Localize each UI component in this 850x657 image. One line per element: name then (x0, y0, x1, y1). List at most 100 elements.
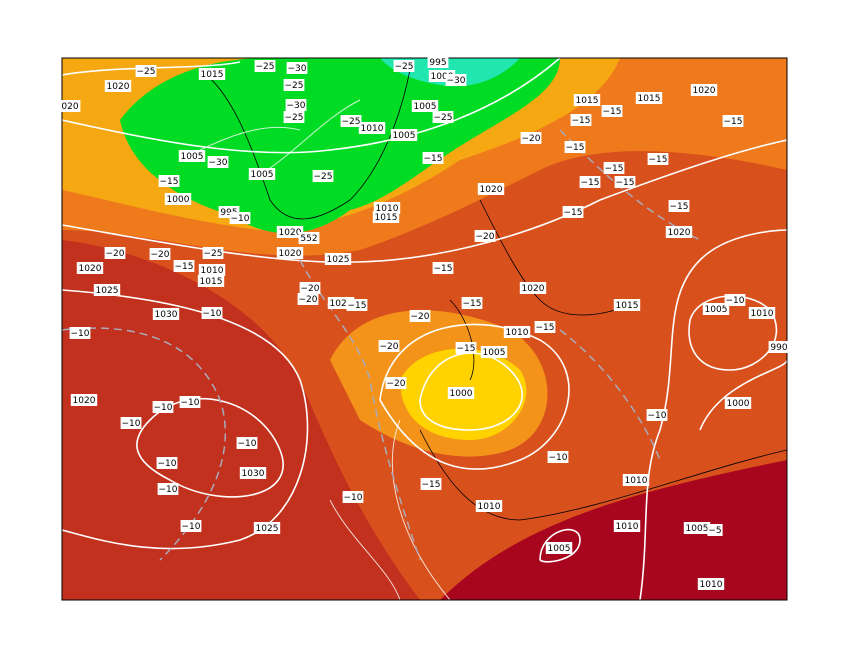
temperature-label-box (562, 206, 584, 218)
temperature-label: −30 (287, 101, 306, 111)
pressure-label: 990 (770, 343, 787, 353)
temperature-label-box (603, 162, 625, 174)
temperature-label: −15 (160, 177, 179, 187)
temperature-label-box (570, 114, 592, 126)
temperature-label: −25 (285, 81, 304, 91)
temperature-label: −20 (301, 284, 320, 294)
pressure-label-box (197, 275, 225, 287)
pressure-label: 1010 (201, 266, 224, 276)
pressure-label-box (198, 264, 226, 276)
temperature-label-box (409, 310, 431, 322)
temperature-label: −10 (154, 403, 173, 413)
temperature-label-box (104, 247, 126, 259)
pressure-label: 552 (300, 234, 317, 244)
pressure-label: 1005 (181, 152, 204, 162)
pressure-label: 1030 (242, 469, 265, 479)
temperature-label-box (647, 153, 669, 165)
coastline (199, 69, 411, 220)
pressure-label: 1020 (107, 82, 130, 92)
temperature-label: −15 (422, 480, 441, 490)
temperature-label: −10 (726, 296, 745, 306)
temperature-label: −10 (231, 214, 250, 224)
pressure-label-box (276, 247, 304, 259)
temperature-label: −25 (342, 117, 361, 127)
temperature-label: −25 (256, 62, 275, 72)
temperature-label: −10 (182, 522, 201, 532)
pressure-label-box (748, 307, 776, 319)
temperature-label: −15 (424, 154, 443, 164)
pressure-label: 1005 (483, 348, 506, 358)
temperature-label: −25 (137, 67, 156, 77)
pressure-label: 1005 (705, 305, 728, 315)
pressure-label: 1020 (79, 264, 102, 274)
pressure-label-box (178, 150, 206, 162)
pressure-label-box (480, 346, 508, 358)
temperature-label-box (299, 282, 321, 294)
temperature-label-box (342, 491, 364, 503)
pressure-label-box (697, 578, 725, 590)
pressure-label: 1020 (668, 228, 691, 238)
map-field (62, 58, 787, 600)
temperature-label: −20 (151, 250, 170, 260)
temperature-label-box (547, 451, 569, 463)
isobar (179, 99, 451, 600)
temperature-label: −25 (434, 113, 453, 123)
pressure-label: 1010 (700, 580, 723, 590)
pressure-label-box (93, 284, 121, 296)
pressure-label-box (665, 226, 693, 238)
temperature-label: −20 (411, 312, 430, 322)
pressure-label-box (253, 522, 281, 534)
temperature-label: −15 (175, 262, 194, 272)
temperature-label: −15 (724, 117, 743, 127)
pressure-label-box (358, 122, 386, 134)
temperature-label-box (207, 156, 229, 168)
pressure-label: 1015 (201, 70, 224, 80)
temperature-label-box (432, 262, 454, 274)
pressure-label-box (724, 397, 752, 409)
temperature-label: −10 (648, 411, 667, 421)
temperature-label: −10 (159, 485, 178, 495)
pressure-label-box (475, 500, 503, 512)
temperature-label-box (534, 321, 556, 333)
temperature-label: −15 (566, 143, 585, 153)
temperature-label: −10 (549, 453, 568, 463)
pressure-label-box (573, 94, 601, 106)
temperature-label-box (285, 99, 307, 111)
pressure-label-box (545, 542, 573, 554)
temperature-label-box (201, 307, 223, 319)
temperature-label-box (156, 457, 178, 469)
pressure-label: 995 (429, 58, 446, 68)
pressure-label-box (635, 92, 663, 104)
temperature-label-box (283, 111, 305, 123)
map-frame (61, 57, 788, 601)
pressure-label: 1000 (450, 389, 473, 399)
pressure-label-box (298, 232, 320, 244)
temperature-label: −15 (348, 301, 367, 311)
temperature-label-box (152, 401, 174, 413)
temperature-label-box (520, 132, 542, 144)
pressure-label-box (152, 308, 180, 320)
temperature-label-box (135, 65, 157, 77)
temperature-label: −20 (522, 134, 541, 144)
pressure-label: 1015 (616, 301, 639, 311)
temperature-label-box (340, 115, 362, 127)
pressure-label-box (519, 282, 547, 294)
pressure-label-box (59, 100, 81, 112)
temperature-label-box (432, 111, 454, 123)
pressure-label: 1015 (200, 277, 223, 287)
temperature-label: −15 (603, 107, 622, 117)
pressure-label-box (683, 522, 711, 534)
temperature-label-box (385, 377, 407, 389)
pressure-label: 1015 (638, 94, 661, 104)
pressure-label-box (390, 129, 418, 141)
temperature-label-box (393, 60, 415, 72)
temperature-label: −15 (670, 202, 689, 212)
pressure-label-box (690, 84, 718, 96)
temperature-label-box (474, 230, 496, 242)
temperature-label: −15 (616, 178, 635, 188)
pressure-label-box (198, 68, 226, 80)
pressure-label: 1030 (155, 310, 178, 320)
temperature-label: −20 (476, 232, 495, 242)
pressure-label: 1010 (751, 309, 774, 319)
